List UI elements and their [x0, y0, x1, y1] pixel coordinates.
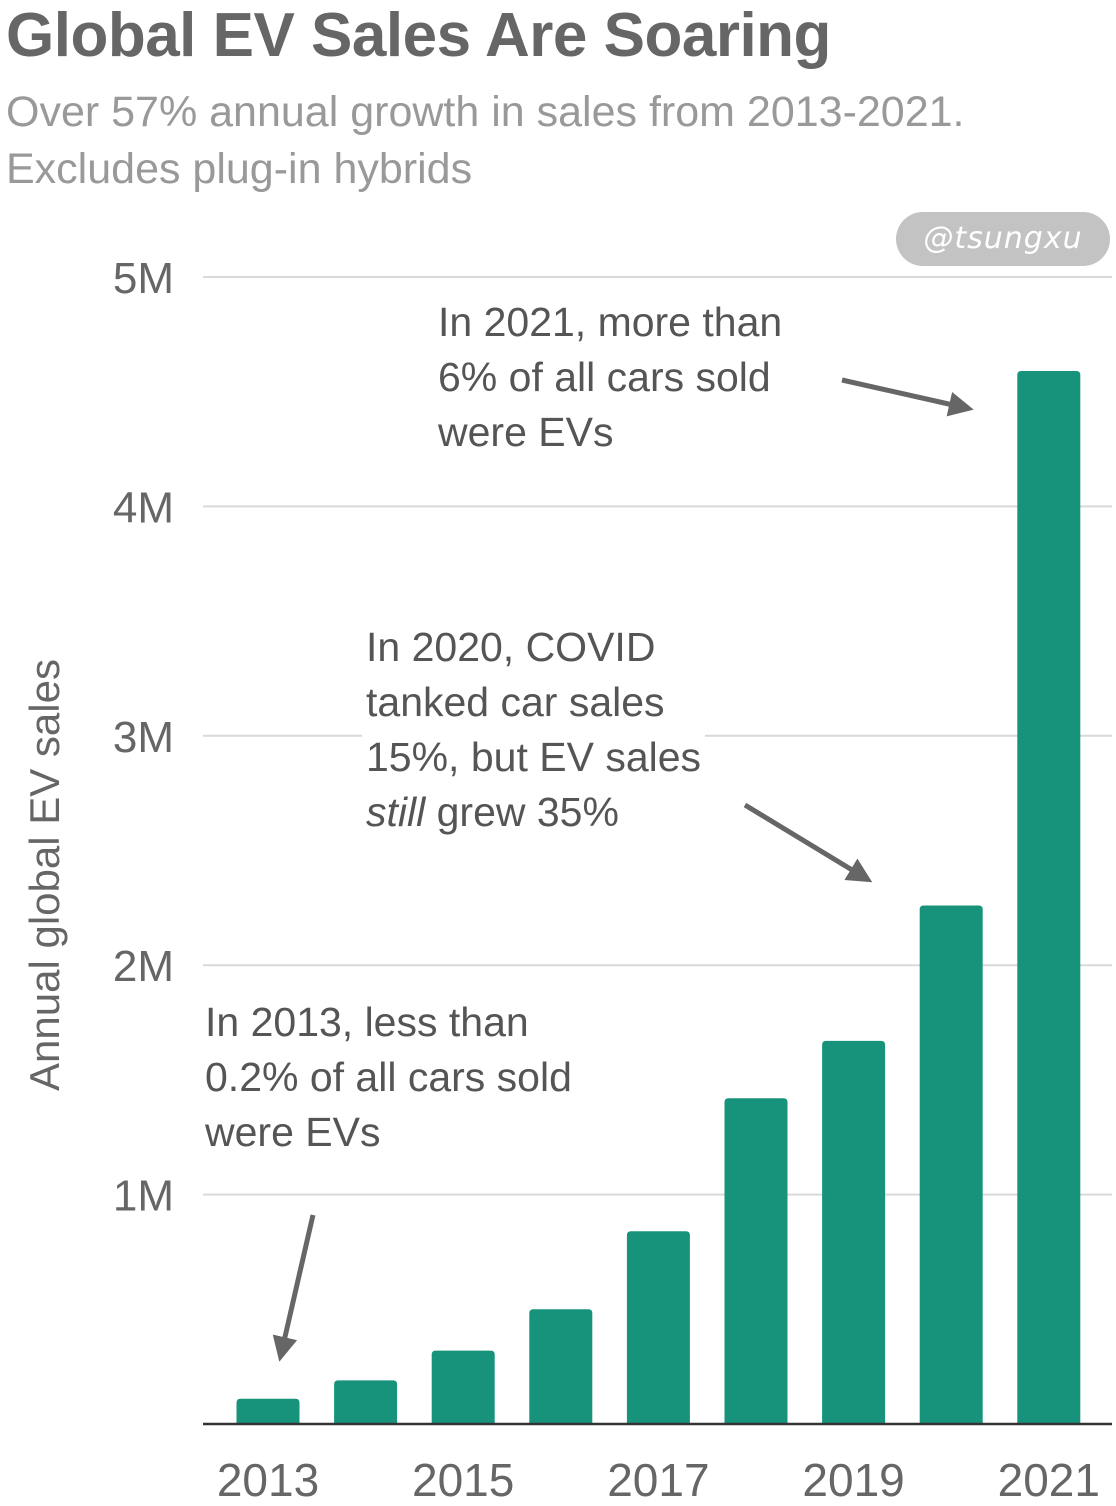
- author-watermark: @tsungxu: [896, 212, 1110, 266]
- y-tick-label: 1M: [113, 1172, 174, 1221]
- annotation-2013: In 2013, less than 0.2% of all cars sold…: [205, 995, 572, 1160]
- x-tick-labels: 2013 2015 2017 2019 2021: [217, 1454, 1100, 1506]
- bar-2014: [334, 1380, 398, 1424]
- x-tick-label-2013: 2013: [217, 1454, 319, 1506]
- annotation-2021-line-1: In 2021, more than: [438, 299, 783, 345]
- annotation-2021-line-2: 6% of all cars sold: [438, 354, 771, 400]
- bar-2021: [1017, 371, 1081, 1425]
- annotation-2020: In 2020, COVID tanked car sales 15%, but…: [362, 620, 706, 840]
- annotation-2020-emphasis: still: [366, 789, 426, 835]
- y-tick-label: 5M: [113, 254, 174, 303]
- x-tick-label-2021: 2021: [998, 1454, 1100, 1506]
- chart-subtitle: Over 57% annual growth in sales from 201…: [6, 84, 1106, 198]
- annotation-2020-line-4-rest: grew 35%: [425, 789, 619, 835]
- bar-2013: [236, 1398, 300, 1424]
- annotation-2021: In 2021, more than 6% of all cars sold w…: [438, 295, 782, 460]
- x-tick-label-2017: 2017: [607, 1454, 709, 1506]
- y-tick-labels: 1M 2M 3M 4M 5M: [113, 254, 174, 1221]
- annotation-2020-line-4: still grew 35%: [366, 785, 701, 840]
- bar-2019: [822, 1040, 886, 1424]
- annotation-2020-line-1: In 2020, COVID: [366, 624, 656, 670]
- x-tick-label-2015: 2015: [412, 1454, 514, 1506]
- chart-title: Global EV Sales Are Soaring: [6, 1, 831, 70]
- annotation-2021-line-3: were EVs: [438, 409, 614, 455]
- annotation-2013-line-3: were EVs: [205, 1109, 381, 1155]
- bar-2018: [724, 1098, 788, 1424]
- bar-2017: [626, 1231, 690, 1424]
- bars: [236, 371, 1081, 1425]
- y-tick-label: 3M: [113, 713, 174, 762]
- x-tick-label-2019: 2019: [802, 1454, 904, 1506]
- bar-2015: [431, 1350, 495, 1424]
- bar-2020: [919, 905, 983, 1424]
- subtitle-line-1: Over 57% annual growth in sales from 201…: [6, 88, 965, 136]
- annotation-2013-line-1: In 2013, less than: [205, 999, 529, 1045]
- bar-2016: [529, 1309, 593, 1424]
- subtitle-line-2: Excludes plug-in hybrids: [6, 145, 473, 193]
- y-tick-label: 4M: [113, 483, 174, 532]
- annotation-2020-line-3: 15%, but EV sales: [366, 734, 702, 780]
- annotation-2013-line-2: 0.2% of all cars sold: [205, 1054, 572, 1100]
- y-tick-label: 2M: [113, 942, 174, 991]
- annotation-2020-line-2: tanked car sales: [366, 679, 665, 725]
